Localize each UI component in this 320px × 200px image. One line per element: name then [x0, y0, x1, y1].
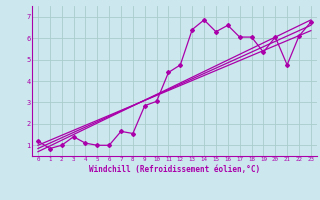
X-axis label: Windchill (Refroidissement éolien,°C): Windchill (Refroidissement éolien,°C) [89, 165, 260, 174]
